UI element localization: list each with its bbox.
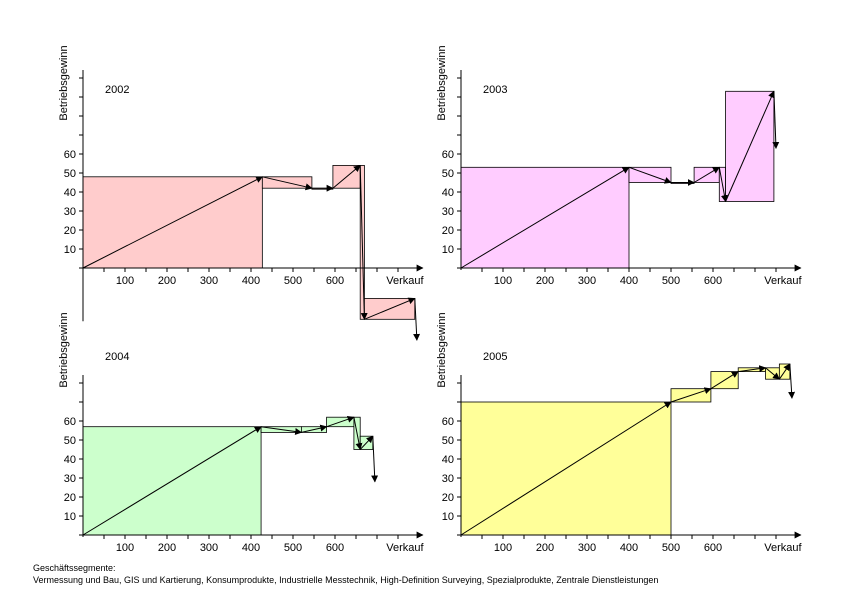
y-tick-label: 50: [442, 435, 454, 447]
chart-title: 2003: [483, 84, 507, 96]
y-tick-label: 50: [442, 168, 454, 180]
x-tick-label: 500: [662, 542, 680, 554]
y-tick-label: 20: [64, 225, 76, 237]
step-arrow: [460, 401, 672, 536]
y-tick-label: 40: [64, 454, 76, 466]
chart-title: 2002: [105, 84, 129, 96]
x-tick-label: 600: [326, 542, 344, 554]
step-arrow: [326, 415, 355, 428]
x-tick-label: 200: [536, 275, 554, 287]
y-tick-label: 10: [64, 511, 76, 523]
chart-2002: 10 20 30 40 50 60 100 200 300 400 500 600 Verkauf Bet…: [58, 45, 424, 341]
step-arrow: [778, 363, 791, 380]
step-arrow: [765, 367, 780, 380]
x-tick-label: 600: [704, 275, 722, 287]
step-arrow: [413, 298, 421, 341]
x-tick-label: 200: [158, 542, 176, 554]
y-tick-label: 30: [442, 473, 454, 485]
y-tick-label: 60: [64, 416, 76, 428]
y-tick-label: 30: [64, 473, 76, 485]
footer-heading: Geschäftssegmente:: [33, 563, 116, 573]
step-arrow: [332, 164, 361, 189]
step-arrow: [725, 90, 775, 202]
y-tick-label: 20: [64, 492, 76, 504]
step-arrow: [693, 166, 720, 183]
x-tick-label: 600: [326, 275, 344, 287]
step-arrow: [710, 371, 739, 390]
x-tick-label: 400: [620, 275, 638, 287]
x-tick-label: 400: [242, 275, 260, 287]
x-axis-label: Verkauf: [386, 275, 424, 287]
step-arrow: [718, 167, 728, 203]
chart-title: 2004: [105, 351, 129, 363]
y-axis-label: Betriebsgewinn: [58, 312, 70, 387]
x-tick-label: 100: [116, 542, 134, 554]
y-tick-label: 20: [442, 225, 454, 237]
y-axis-label: Betriebsgewinn: [436, 45, 448, 120]
y-tick-label: 60: [442, 149, 454, 161]
x-tick-label: 100: [494, 542, 512, 554]
x-tick-label: 300: [200, 275, 218, 287]
footer-segments: Vermessung und Bau, GIS und Kartierung, …: [33, 575, 659, 585]
x-axis-label: Verkauf: [386, 542, 424, 554]
x-tick-label: 300: [200, 542, 218, 554]
y-tick-label: 40: [442, 454, 454, 466]
y-tick-label: 40: [64, 187, 76, 199]
x-tick-label: 300: [578, 275, 596, 287]
chart-2003: 10 20 30 40 50 60 100 200 300 400 500 600 Verkauf Bet…: [436, 45, 802, 287]
step-arrow: [82, 426, 262, 536]
x-tick-label: 400: [242, 542, 260, 554]
chart-2004: 10 20 30 40 50 60 100 200 300 400 500 600 Verkauf Bet…: [58, 312, 424, 554]
x-tick-label: 300: [578, 542, 596, 554]
step-arrow: [359, 435, 374, 450]
x-axis-label: Verkauf: [764, 542, 802, 554]
step-arrow: [670, 387, 712, 403]
y-tick-label: 10: [64, 244, 76, 256]
x-tick-label: 500: [284, 275, 302, 287]
step-arrow: [353, 417, 363, 451]
y-tick-label: 20: [442, 492, 454, 504]
footer-legend: Geschäftssegmente: Vermessung und Bau, G…: [33, 562, 658, 586]
x-tick-label: 400: [620, 542, 638, 554]
step-arrow: [261, 426, 303, 435]
step-arrow: [788, 363, 796, 399]
x-axis-label: Verkauf: [764, 275, 802, 287]
y-axis-label: Betriebsgewinn: [58, 45, 70, 120]
step-arrow: [262, 176, 313, 191]
step-arrow: [359, 165, 368, 320]
y-tick-label: 30: [442, 206, 454, 218]
x-tick-label: 600: [704, 542, 722, 554]
x-tick-label: 500: [662, 275, 680, 287]
y-tick-label: 40: [442, 187, 454, 199]
y-tick-label: 30: [64, 206, 76, 218]
y-tick-label: 50: [64, 168, 76, 180]
y-tick-label: 10: [442, 244, 454, 256]
x-tick-label: 100: [494, 275, 512, 287]
chart-2005: 10 20 30 40 50 60 100 200 300 400 500 600 Verkauf Bet…: [436, 312, 802, 554]
x-tick-label: 200: [158, 275, 176, 287]
x-tick-label: 200: [536, 542, 554, 554]
y-axis-label: Betriebsgewinn: [436, 312, 448, 387]
step-arrow: [364, 297, 416, 320]
step-arrow: [460, 166, 630, 269]
step-arrow: [738, 365, 767, 373]
y-tick-label: 10: [442, 511, 454, 523]
step-arrow: [628, 166, 672, 184]
step-arrow: [301, 424, 328, 433]
step-arrow: [82, 176, 263, 269]
step-arrow: [772, 91, 780, 149]
x-tick-label: 100: [116, 275, 134, 287]
y-tick-label: 50: [64, 435, 76, 447]
y-tick-label: 60: [64, 149, 76, 161]
chart-title: 2005: [483, 351, 507, 363]
x-tick-label: 500: [284, 542, 302, 554]
y-tick-label: 60: [442, 416, 454, 428]
step-arrow: [371, 436, 379, 483]
